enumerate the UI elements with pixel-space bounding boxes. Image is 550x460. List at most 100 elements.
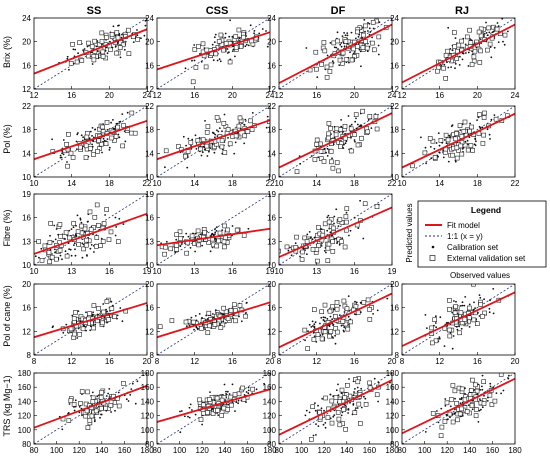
calibration-point — [476, 119, 478, 121]
calibration-point — [435, 315, 437, 318]
calibration-point — [495, 392, 498, 394]
calibration-point — [228, 393, 231, 395]
calibration-point — [481, 385, 483, 388]
validation-point — [336, 236, 342, 242]
validation-point — [245, 129, 251, 134]
validation-point — [117, 45, 123, 51]
validation-point — [129, 130, 134, 136]
calibration-point — [194, 232, 197, 235]
plot-area — [34, 194, 147, 265]
y-tick-label: 22 — [145, 102, 154, 111]
validation-point — [47, 259, 52, 265]
calibration-point — [471, 408, 474, 411]
plot-area — [402, 18, 515, 89]
y-tick-label: 16 — [22, 304, 31, 313]
panel-frame — [33, 372, 148, 445]
calibration-point — [340, 125, 343, 128]
calibration-point — [201, 244, 204, 247]
validation-point — [77, 40, 82, 45]
calibration-point — [82, 136, 84, 139]
calibration-point — [187, 137, 190, 140]
calibration-point — [59, 254, 62, 257]
calibration-point — [77, 310, 80, 312]
calibration-point — [449, 405, 452, 408]
legend-identity-label: 1:1 (x = y) — [447, 232, 483, 241]
calibration-point — [261, 28, 264, 30]
calibration-point — [299, 255, 301, 258]
calibration-point — [321, 333, 324, 336]
x-tick-label: 16 — [350, 267, 359, 276]
calibration-point — [232, 48, 235, 51]
calibration-point — [462, 52, 465, 55]
validation-point — [109, 306, 115, 311]
validation-point — [174, 232, 179, 237]
calibration-point — [182, 135, 185, 138]
calibration-point — [77, 52, 79, 55]
calibration-point — [335, 389, 338, 392]
calibration-point — [105, 395, 108, 397]
panel-frame — [33, 17, 148, 90]
y-tick-label: 16 — [145, 61, 154, 70]
calibration-point — [322, 319, 325, 321]
validation-point — [132, 13, 136, 17]
calibration-point — [338, 64, 341, 66]
validation-point — [79, 223, 84, 229]
calibration-point — [326, 54, 329, 57]
calibration-point — [204, 120, 206, 122]
validation-point — [452, 44, 458, 50]
validation-point — [476, 29, 482, 35]
calibration-point — [478, 315, 481, 317]
validation-point — [214, 395, 220, 401]
validation-point — [99, 141, 104, 147]
calibration-point — [364, 30, 366, 33]
calibration-point — [91, 127, 94, 129]
validation-point — [225, 407, 230, 412]
calibration-point — [341, 237, 344, 240]
calibration-point — [258, 32, 261, 35]
validation-point — [325, 258, 331, 264]
validation-point — [163, 148, 169, 154]
calibration-point — [326, 216, 329, 219]
calibration-point — [464, 140, 467, 143]
validation-point — [195, 228, 201, 234]
y-tick-label: 10 — [145, 173, 154, 182]
calibration-point — [336, 31, 339, 34]
calibration-point — [223, 383, 226, 386]
calibration-point — [467, 51, 470, 54]
y-tick-label: 12 — [145, 327, 154, 336]
validation-point — [481, 115, 487, 120]
calibration-point — [209, 250, 212, 253]
x-tick-label: 160 — [241, 446, 255, 455]
calibration-point — [425, 162, 427, 165]
legend-calibration-label: Calibration set — [447, 243, 499, 252]
calibration-point — [360, 387, 363, 390]
validation-point — [335, 38, 340, 44]
validation-point — [198, 146, 203, 152]
calibration-point — [459, 129, 462, 132]
x-tick-label: 22 — [511, 179, 520, 188]
calibration-point — [290, 254, 293, 257]
fit-line — [279, 112, 392, 169]
validation-point — [83, 143, 89, 149]
validation-point — [493, 116, 499, 122]
calibration-point — [492, 288, 495, 290]
calibration-point — [333, 46, 336, 49]
calibration-point — [73, 409, 76, 412]
calibration-point — [89, 329, 92, 332]
fit-line — [34, 119, 147, 161]
validation-point — [438, 433, 444, 439]
calibration-point — [447, 66, 450, 69]
x-tick-label: 180 — [140, 446, 154, 455]
validation-point — [234, 227, 240, 233]
validation-point — [103, 405, 108, 411]
y-tick-label: 80 — [390, 440, 399, 449]
calibration-point — [340, 45, 343, 48]
calibration-point — [91, 143, 93, 146]
validation-point — [430, 138, 436, 144]
calibration-point — [83, 325, 86, 327]
validation-point — [481, 132, 487, 138]
validation-point — [473, 413, 479, 419]
calibration-point — [191, 409, 193, 411]
validation-point — [203, 64, 209, 70]
